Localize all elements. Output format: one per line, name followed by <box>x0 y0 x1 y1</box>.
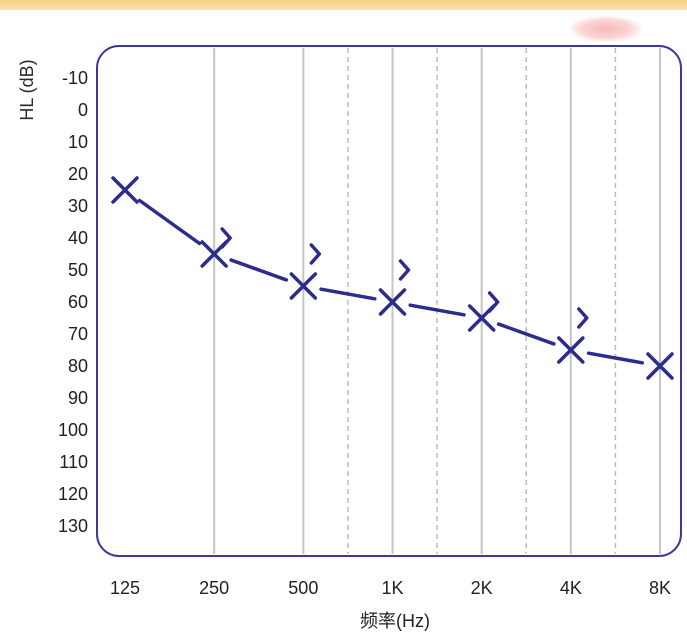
series-segment <box>408 303 466 317</box>
y-tick-label: 0 <box>78 100 88 120</box>
data-point-x-marker <box>557 336 585 364</box>
y-tick-label: 70 <box>68 324 88 344</box>
series-segment <box>586 351 645 365</box>
data-point-bracket-marker <box>398 259 411 281</box>
series-segment <box>496 322 556 346</box>
x-tick-label: 2K <box>471 578 493 598</box>
grid-lines <box>213 48 661 554</box>
y-tick-label: 110 <box>59 452 88 472</box>
y-tick-label: 30 <box>68 196 88 216</box>
data-point-x-marker <box>378 288 407 316</box>
data-point-x-marker <box>646 352 674 380</box>
y-tick-label: -10 <box>62 68 88 88</box>
x-axis-label: 频率(Hz) <box>360 611 430 631</box>
decorative-blob <box>570 16 642 42</box>
x-tick-label: 250 <box>199 578 229 598</box>
y-tick-label: 100 <box>58 420 88 440</box>
y-axis-label: HL (dB) <box>17 59 37 120</box>
y-tick-label: 20 <box>68 164 88 184</box>
y-tick-label: 120 <box>58 484 88 504</box>
x-tick-label: 8K <box>649 578 671 598</box>
data-point-bracket-marker <box>577 307 589 329</box>
x-tick-label: 125 <box>110 578 140 598</box>
data-point-bracket-marker <box>309 243 322 265</box>
y-tick-label: 10 <box>68 132 88 152</box>
y-tick-label: 50 <box>68 260 88 280</box>
y-tick-label: 80 <box>68 356 88 376</box>
data-point-bracket-marker <box>487 291 500 313</box>
y-tick-label: 40 <box>68 228 88 248</box>
plot-frame <box>96 45 682 557</box>
x-tick-label: 4K <box>560 578 582 598</box>
series-segment <box>137 198 202 246</box>
series <box>111 176 674 380</box>
data-point-x-marker <box>289 272 318 300</box>
series-segment <box>229 258 289 282</box>
x-tick-label: 1K <box>381 578 403 598</box>
y-tick-label: 130 <box>58 516 88 536</box>
y-tick-label: 60 <box>68 292 88 312</box>
y-tick-label: 90 <box>68 388 88 408</box>
series-segment <box>319 287 377 301</box>
header-strip <box>0 0 687 10</box>
data-point-bracket-marker <box>220 227 232 249</box>
data-point-x-marker <box>111 176 139 204</box>
x-tick-label: 500 <box>288 578 318 598</box>
y-tick-labels: -10 0 10 20 30 40 50 60 70 80 90 100 110 120 130 <box>58 68 88 536</box>
x-tick-labels: 125 250 500 1K 2K 4K 8K <box>110 578 671 598</box>
